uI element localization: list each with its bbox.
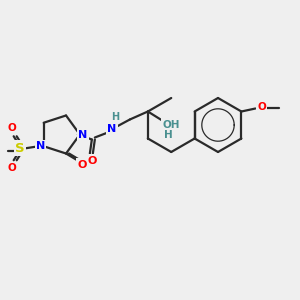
Text: O: O [77,160,87,170]
Text: N: N [78,130,88,140]
Text: N: N [107,124,116,134]
Text: O: O [87,155,97,166]
Text: OH: OH [162,119,180,130]
Text: S: S [15,142,25,155]
Text: N: N [36,141,45,151]
Text: O: O [7,123,16,133]
Text: O: O [7,163,16,173]
Text: H: H [111,112,119,122]
Text: O: O [257,103,266,112]
Text: H: H [164,130,173,140]
